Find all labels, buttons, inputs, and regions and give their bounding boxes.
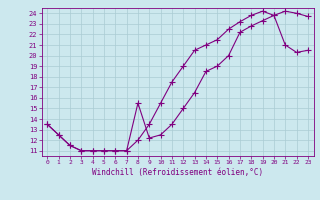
X-axis label: Windchill (Refroidissement éolien,°C): Windchill (Refroidissement éolien,°C) [92, 168, 263, 177]
